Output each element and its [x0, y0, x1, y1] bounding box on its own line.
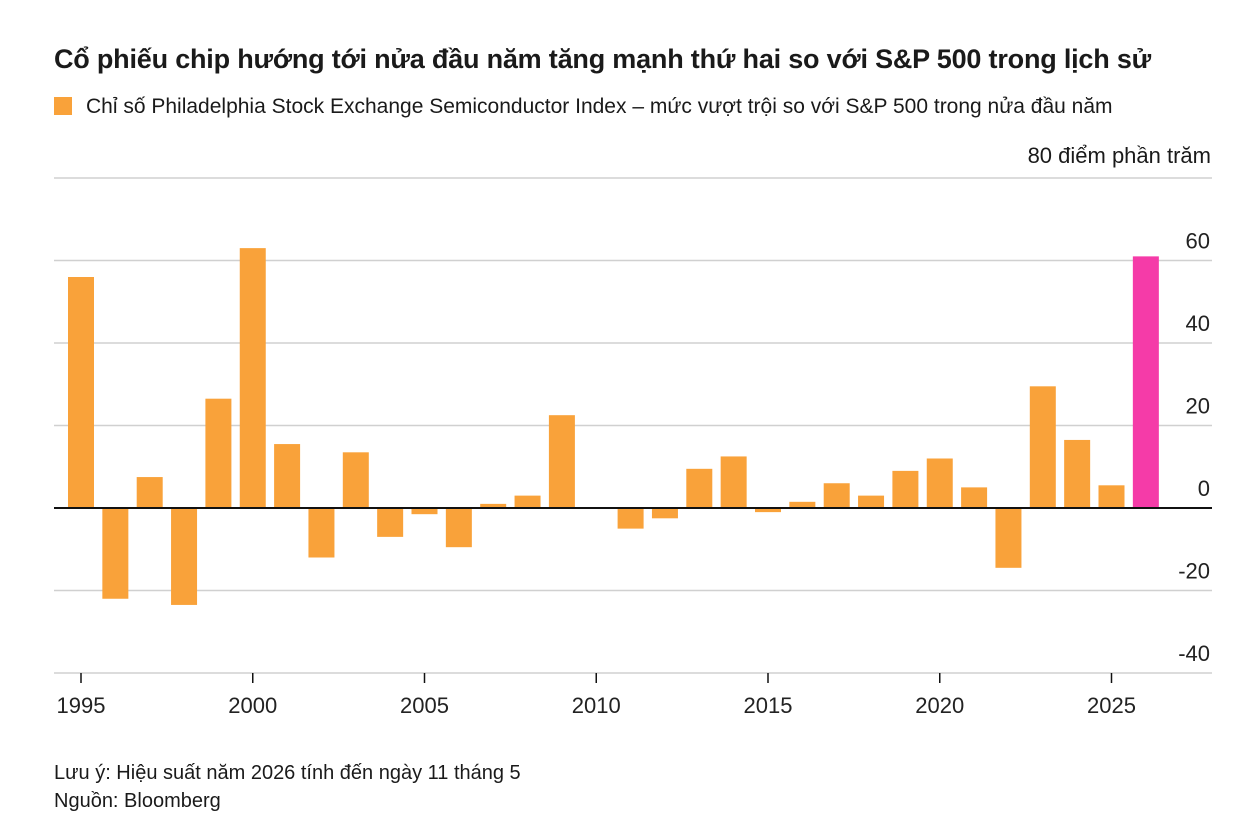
- y-tick-label: -20: [1178, 559, 1210, 584]
- bar-2017: [823, 483, 850, 508]
- y-tick-label: 60: [1186, 229, 1210, 254]
- legend-swatch: [54, 97, 72, 115]
- bar-1998: [171, 508, 198, 605]
- bar-2001: [274, 444, 301, 508]
- bar-2026: [1132, 256, 1159, 508]
- bar-2024: [1064, 439, 1091, 508]
- bar-2000: [239, 248, 266, 508]
- bar-2021: [961, 487, 988, 508]
- bars: [68, 248, 1159, 605]
- x-tick-label: 2025: [1087, 693, 1136, 718]
- bar-1997: [136, 477, 163, 508]
- bar-2019: [892, 470, 919, 508]
- y-tick-label: -40: [1178, 641, 1210, 666]
- bar-2022: [995, 508, 1022, 568]
- bar-2014: [720, 456, 747, 508]
- bar-2004: [377, 508, 404, 537]
- bar-2008: [514, 495, 541, 508]
- legend-label: Chỉ số Philadelphia Stock Exchange Semic…: [86, 95, 1113, 118]
- y-tick-label: 40: [1186, 311, 1210, 336]
- x-tick-label: 2015: [744, 693, 793, 718]
- x-tick-label: 1995: [57, 693, 106, 718]
- bar-2016: [789, 501, 816, 508]
- x-tick-label: 2020: [915, 693, 964, 718]
- bar-2003: [342, 452, 369, 508]
- chart-title: Cổ phiếu chip hướng tới nửa đầu năm tăng…: [54, 44, 1152, 74]
- x-axis-ticks: 1995 2000 2005 2010 2015 2020 2025: [57, 673, 1136, 718]
- bar-1999: [205, 398, 232, 508]
- y-tick-label: 20: [1186, 394, 1210, 419]
- bar-2005: [411, 508, 438, 515]
- bar-2023: [1029, 386, 1056, 508]
- chart-note: Lưu ý: Hiệu suất năm 2026 tính đến ngày …: [54, 762, 521, 784]
- bar-2009: [548, 415, 575, 508]
- chart-source: Nguồn: Bloomberg: [54, 790, 221, 812]
- legend: Chỉ số Philadelphia Stock Exchange Semic…: [54, 95, 1113, 119]
- bar-2002: [308, 508, 335, 558]
- bar-2020: [926, 458, 953, 508]
- bar-2012: [651, 508, 678, 519]
- x-tick-label: 2000: [228, 693, 277, 718]
- bar-2018: [858, 495, 885, 508]
- bar-2025: [1098, 485, 1125, 508]
- bar-2007: [480, 503, 507, 508]
- x-tick-label: 2005: [400, 693, 449, 718]
- bar-2015: [755, 508, 781, 513]
- y-axis-unit-label: 80 điểm phần trăm: [1027, 143, 1211, 168]
- bar-2011: [617, 508, 644, 529]
- y-axis-ticks: 60 40 20 0 -20 -40: [1178, 229, 1210, 667]
- x-tick-label: 2010: [572, 693, 621, 718]
- y-tick-label: 0: [1198, 476, 1210, 501]
- bar-2013: [686, 468, 713, 508]
- bar-1995: [68, 277, 94, 508]
- bar-2006: [445, 508, 472, 548]
- bar-1996: [102, 508, 129, 599]
